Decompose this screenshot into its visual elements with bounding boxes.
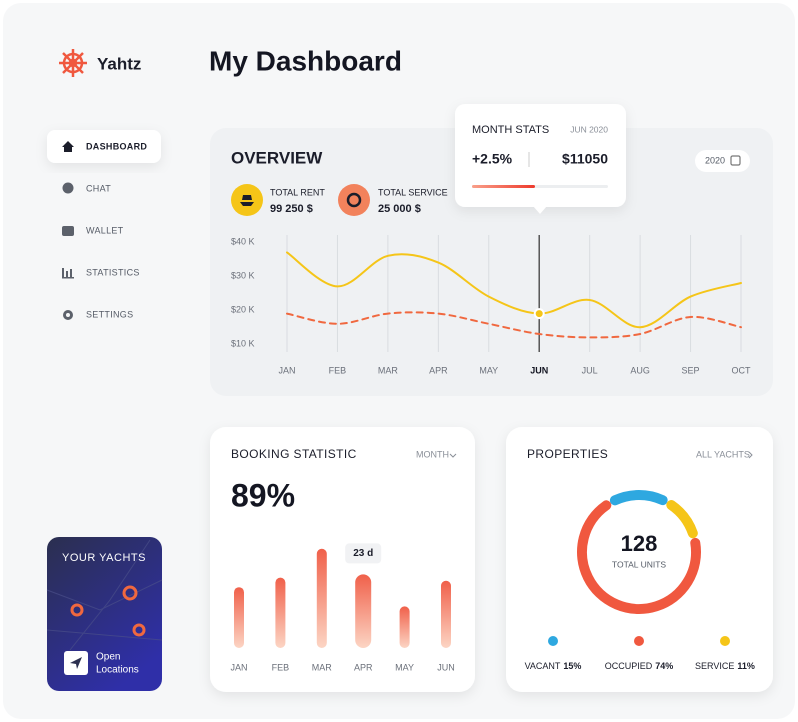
series-line [286, 251, 742, 329]
tooltip-amount: $11050 [562, 151, 608, 167]
x-tick-label: MAR [312, 662, 333, 672]
bar-chart: JAN FEB MAR APR 23 d MAY JUN [230, 543, 455, 672]
bar [355, 574, 372, 648]
x-tick-label: MAY [479, 365, 498, 375]
map-markers [70, 585, 146, 637]
value-label-bg [345, 543, 382, 564]
x-tick-label: MAR [378, 365, 399, 375]
nav-item[interactable]: SETTINGS [86, 309, 133, 319]
stat-label: TOTAL RENT [270, 187, 325, 197]
donut-segment [666, 500, 698, 539]
legend-entry: VACANT 15% [525, 661, 582, 671]
tooltip-title: MONTH STATS [472, 124, 549, 136]
donut-segment [609, 490, 668, 506]
y-tick-label: $10 K [231, 339, 255, 349]
stat-value: 99 250 $ [270, 203, 313, 215]
x-tick-label: JAN [230, 662, 247, 672]
legend-name: VACANT [525, 661, 561, 671]
line-chart: JAN FEB MAR APR MAY JUN JUL AUG SEP OCT $10 K $20 K… [231, 235, 751, 375]
properties-title: PROPERTIES [527, 447, 608, 461]
overview-title: OVERVIEW [231, 148, 323, 167]
progress-fill [472, 185, 535, 188]
chevron [748, 451, 753, 459]
map-lines [46, 539, 163, 651]
page-title: My Dashboard [209, 45, 402, 76]
x-tick-label: SEP [682, 365, 700, 375]
stat-label: TOTAL SERVICE [378, 187, 448, 197]
booking-title: BOOKING STATISTIC [231, 447, 357, 461]
yachts-action[interactable]: Locations [96, 665, 139, 676]
highlight-point [533, 308, 545, 320]
y-tick-label: $40 K [231, 237, 255, 247]
x-tick-label: OCT [732, 365, 752, 375]
total-units: 128 [621, 531, 658, 556]
booking-card [210, 427, 475, 692]
booking-headline: 89% [231, 477, 295, 513]
x-tick-label: JUN [437, 662, 455, 672]
bar [441, 580, 451, 648]
yachts-action[interactable]: Open [96, 652, 120, 663]
legend-dot [720, 636, 730, 646]
tooltip-change: +2.5% [472, 151, 513, 167]
logo-icon [59, 49, 87, 77]
year[interactable]: 2020 [705, 155, 725, 165]
nav-icons [62, 141, 74, 320]
x-tick-label: APR [354, 662, 373, 672]
x-tick-label: APR [429, 365, 448, 375]
bar [275, 577, 286, 648]
bar [234, 587, 244, 648]
x-tick-label: FEB [272, 662, 290, 672]
legend-entry: OCCUPIED 74% [605, 661, 674, 671]
tooltip-box [455, 104, 626, 207]
bar [316, 548, 327, 648]
nav-item[interactable]: DASHBOARD [86, 141, 147, 151]
all-yachts-link[interactable]: ALL YACHTS [696, 449, 750, 459]
tooltip-date: JUN 2020 [570, 124, 608, 134]
x-tick-label: JUN [530, 365, 548, 375]
legend-value: 15% [563, 661, 581, 671]
legend-dot [548, 636, 558, 646]
legend-name: OCCUPIED [605, 661, 653, 671]
nav-item[interactable]: STATISTICS [86, 267, 140, 277]
y-tick-label: $30 K [231, 271, 255, 281]
y-tick-label: $20 K [231, 305, 255, 315]
x-tick-label: JAN [278, 365, 295, 375]
properties-card [506, 427, 773, 692]
donut-segment [577, 500, 701, 614]
tooltip-pointer [533, 206, 547, 214]
x-tick-label: JUL [582, 365, 598, 375]
value-label: 23 d [353, 548, 373, 559]
lifebuoy-icon [346, 192, 362, 208]
legend-value: 11% [737, 661, 755, 671]
total-units-label: TOTAL UNITS [612, 559, 666, 569]
x-tick-label: AUG [630, 365, 650, 375]
nav-item[interactable]: WALLET [86, 225, 124, 235]
chevron [449, 453, 457, 458]
legend-value: 74% [655, 661, 673, 671]
bar [399, 606, 410, 648]
x-tick-label: MAY [395, 662, 414, 672]
nav-active-bg [47, 130, 161, 163]
series-line [286, 311, 742, 339]
arrow-icon [70, 657, 82, 669]
service-icon [338, 184, 370, 216]
stat-value: 25 000 $ [378, 203, 421, 215]
legend-name: SERVICE [695, 661, 734, 671]
nav-item[interactable]: CHAT [86, 183, 111, 193]
ship-icon [240, 195, 254, 206]
calendar-icon [730, 155, 741, 166]
period-select[interactable]: MONTH [416, 449, 449, 459]
donut-chart: VACANT 15% OCCUPIED 74% SERVICE 11% [525, 490, 755, 671]
legend-entry: SERVICE 11% [695, 661, 755, 671]
legend-dot [634, 636, 644, 646]
brand: Yahtz [97, 54, 141, 73]
yachts-title: YOUR YACHTS [62, 552, 146, 564]
month-stats-tooltip: MONTH STATS JUN 2020 +2.5% $11050 [455, 104, 626, 214]
x-tick-label: FEB [329, 365, 347, 375]
